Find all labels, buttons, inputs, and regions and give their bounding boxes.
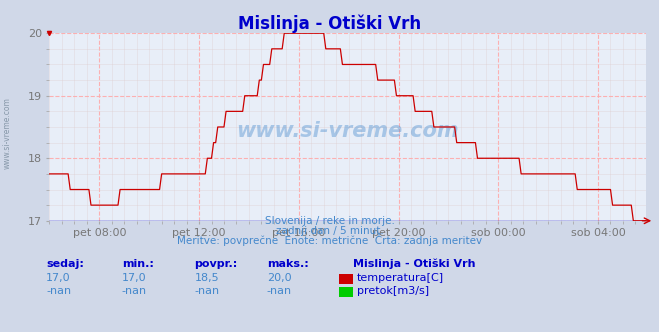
Text: -nan: -nan: [46, 286, 71, 296]
Text: zadnji dan / 5 minut.: zadnji dan / 5 minut.: [275, 226, 384, 236]
Text: 20,0: 20,0: [267, 273, 291, 283]
Text: 17,0: 17,0: [122, 273, 146, 283]
Text: min.:: min.:: [122, 259, 154, 269]
Text: maks.:: maks.:: [267, 259, 308, 269]
Text: povpr.:: povpr.:: [194, 259, 238, 269]
Text: -nan: -nan: [267, 286, 292, 296]
Text: Mislinja - Otiški Vrh: Mislinja - Otiški Vrh: [353, 259, 475, 269]
Text: -nan: -nan: [122, 286, 147, 296]
Text: Mislinja - Otiški Vrh: Mislinja - Otiški Vrh: [238, 15, 421, 34]
Text: pretok[m3/s]: pretok[m3/s]: [357, 286, 429, 296]
Text: -nan: -nan: [194, 286, 219, 296]
Text: temperatura[C]: temperatura[C]: [357, 273, 444, 283]
Text: sedaj:: sedaj:: [46, 259, 84, 269]
Text: 18,5: 18,5: [194, 273, 219, 283]
Text: www.si-vreme.com: www.si-vreme.com: [237, 121, 459, 141]
Text: Slovenija / reke in morje.: Slovenija / reke in morje.: [264, 216, 395, 226]
Text: 17,0: 17,0: [46, 273, 71, 283]
Text: www.si-vreme.com: www.si-vreme.com: [3, 97, 12, 169]
Text: Meritve: povprečne  Enote: metrične  Črta: zadnja meritev: Meritve: povprečne Enote: metrične Črta:…: [177, 234, 482, 246]
